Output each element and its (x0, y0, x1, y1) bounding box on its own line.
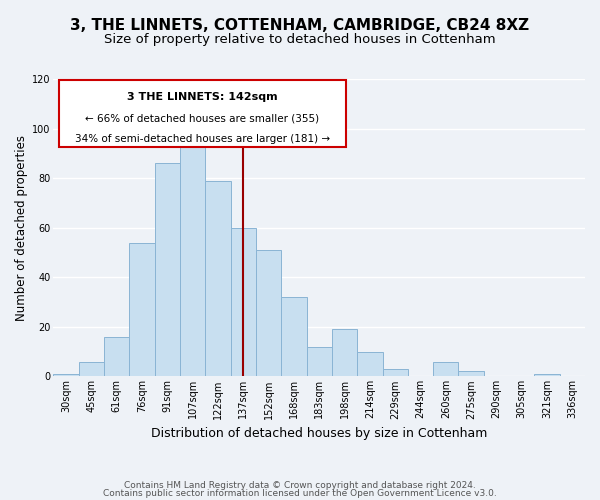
Bar (458, 372, 484, 376)
Bar (256, 250, 281, 376)
Bar (332, 330, 357, 376)
Text: Size of property relative to detached houses in Cottenham: Size of property relative to detached ho… (104, 32, 496, 46)
Bar (230, 228, 256, 376)
Bar (53, 374, 79, 376)
Bar (433, 362, 458, 376)
Bar (104, 336, 130, 376)
Bar (180, 136, 205, 376)
Text: ← 66% of detached houses are smaller (355): ← 66% of detached houses are smaller (35… (85, 113, 319, 123)
Text: 34% of semi-detached houses are larger (181) →: 34% of semi-detached houses are larger (… (75, 134, 330, 144)
Bar (307, 346, 332, 376)
Text: Contains HM Land Registry data © Crown copyright and database right 2024.: Contains HM Land Registry data © Crown c… (124, 480, 476, 490)
Bar (155, 164, 180, 376)
Text: 3, THE LINNETS, COTTENHAM, CAMBRIDGE, CB24 8XZ: 3, THE LINNETS, COTTENHAM, CAMBRIDGE, CB… (70, 18, 530, 32)
Text: 3 THE LINNETS: 142sqm: 3 THE LINNETS: 142sqm (127, 92, 278, 102)
X-axis label: Distribution of detached houses by size in Cottenham: Distribution of detached houses by size … (151, 427, 487, 440)
FancyBboxPatch shape (59, 80, 346, 148)
Bar (205, 180, 230, 376)
Bar (79, 362, 104, 376)
Bar (130, 242, 155, 376)
Bar (281, 297, 307, 376)
Text: Contains public sector information licensed under the Open Government Licence v3: Contains public sector information licen… (103, 490, 497, 498)
Bar (535, 374, 560, 376)
Bar (383, 369, 408, 376)
Y-axis label: Number of detached properties: Number of detached properties (15, 134, 28, 320)
Bar (357, 352, 383, 376)
